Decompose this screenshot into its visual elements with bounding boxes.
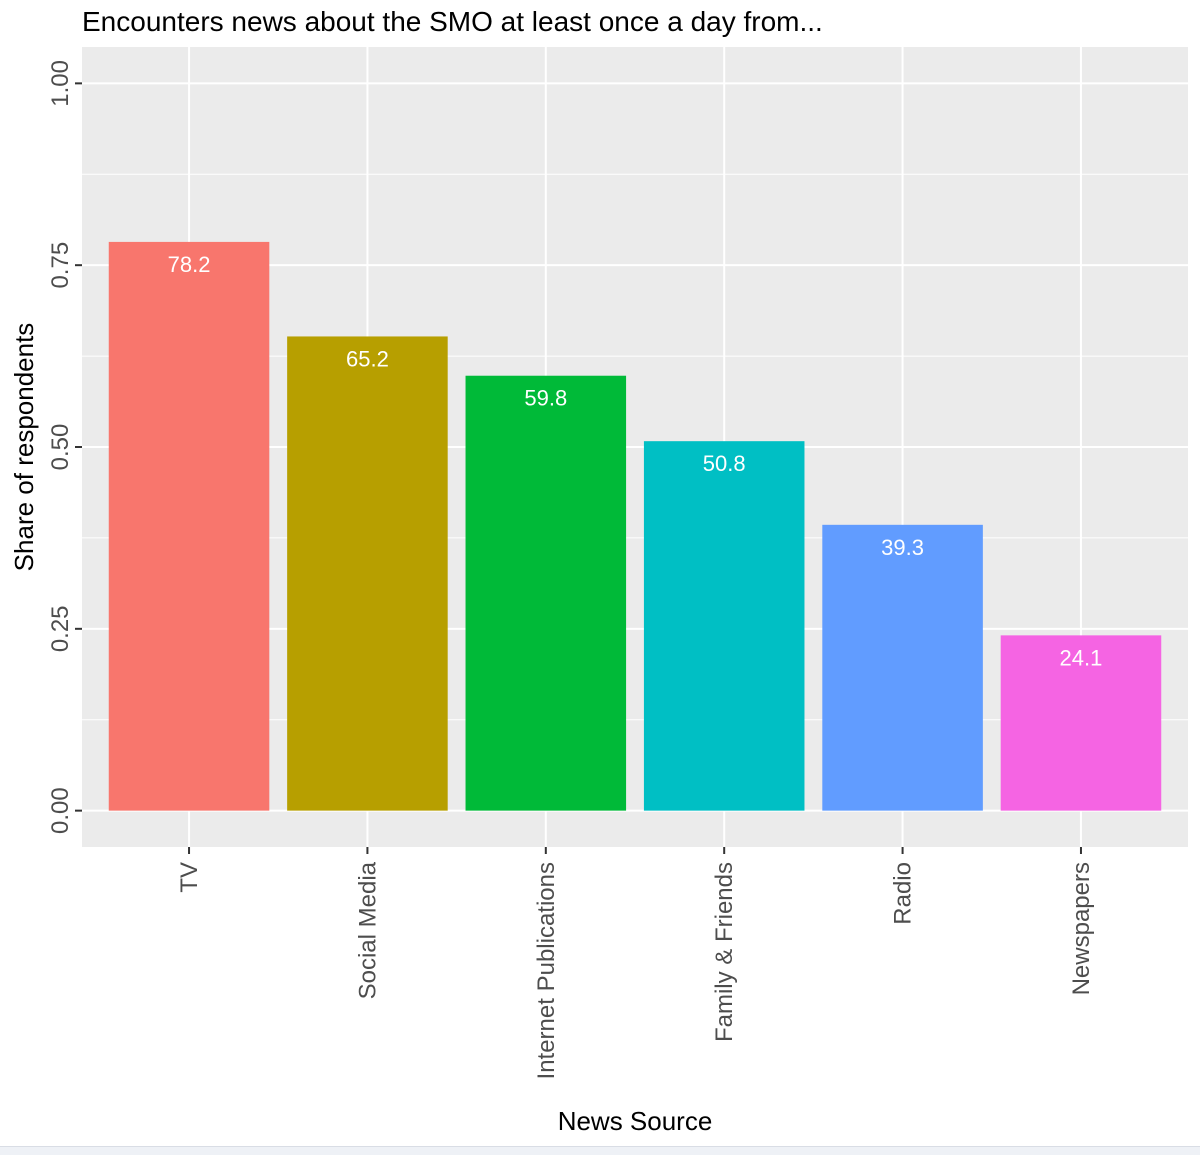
y-axis-title: Share of respondents [9, 323, 39, 572]
y-tick-label: 0.50 [47, 424, 74, 471]
x-tick-label: Newspapers [1068, 862, 1095, 995]
y-axis: 0.00 0.25 0.50 0.75 1.00 [47, 60, 82, 834]
y-tick-label: 0.25 [47, 605, 74, 652]
bar-family-friends [643, 441, 805, 811]
x-tick-label: Social Media [354, 861, 381, 999]
x-tick-label: TV [176, 862, 203, 893]
bar-data-label: 50.8 [703, 451, 746, 476]
bar-radio [822, 524, 983, 811]
x-tick-label: Radio [890, 862, 917, 925]
bar-tv [108, 241, 270, 811]
bars [108, 241, 1162, 811]
x-axis: TV Social Media Internet Publications Famil… [176, 847, 1095, 1079]
bar-data-label: 39.3 [881, 535, 924, 560]
bar-data-label: 59.8 [524, 386, 567, 411]
bottom-divider [0, 1146, 1200, 1155]
chart-title: Encounters news about the SMO at least o… [82, 6, 823, 37]
x-tick-label: Internet Publications [533, 862, 560, 1079]
bar-social-media [287, 336, 448, 811]
y-tick-label: 0.75 [47, 242, 74, 289]
y-tick-label: 1.00 [47, 60, 74, 107]
bar-internet-publications [465, 375, 627, 811]
bar-labels: 78.2 65.2 59.8 50.8 39.3 24.1 [168, 252, 1103, 670]
y-tick-label: 0.00 [47, 787, 74, 834]
bar-newspapers [1000, 635, 1162, 811]
x-axis-title: News Source [558, 1106, 713, 1136]
bar-data-label: 65.2 [346, 346, 389, 371]
bar-data-label: 24.1 [1060, 645, 1103, 670]
x-tick-label: Family & Friends [711, 862, 738, 1042]
bar-data-label: 78.2 [168, 252, 211, 277]
